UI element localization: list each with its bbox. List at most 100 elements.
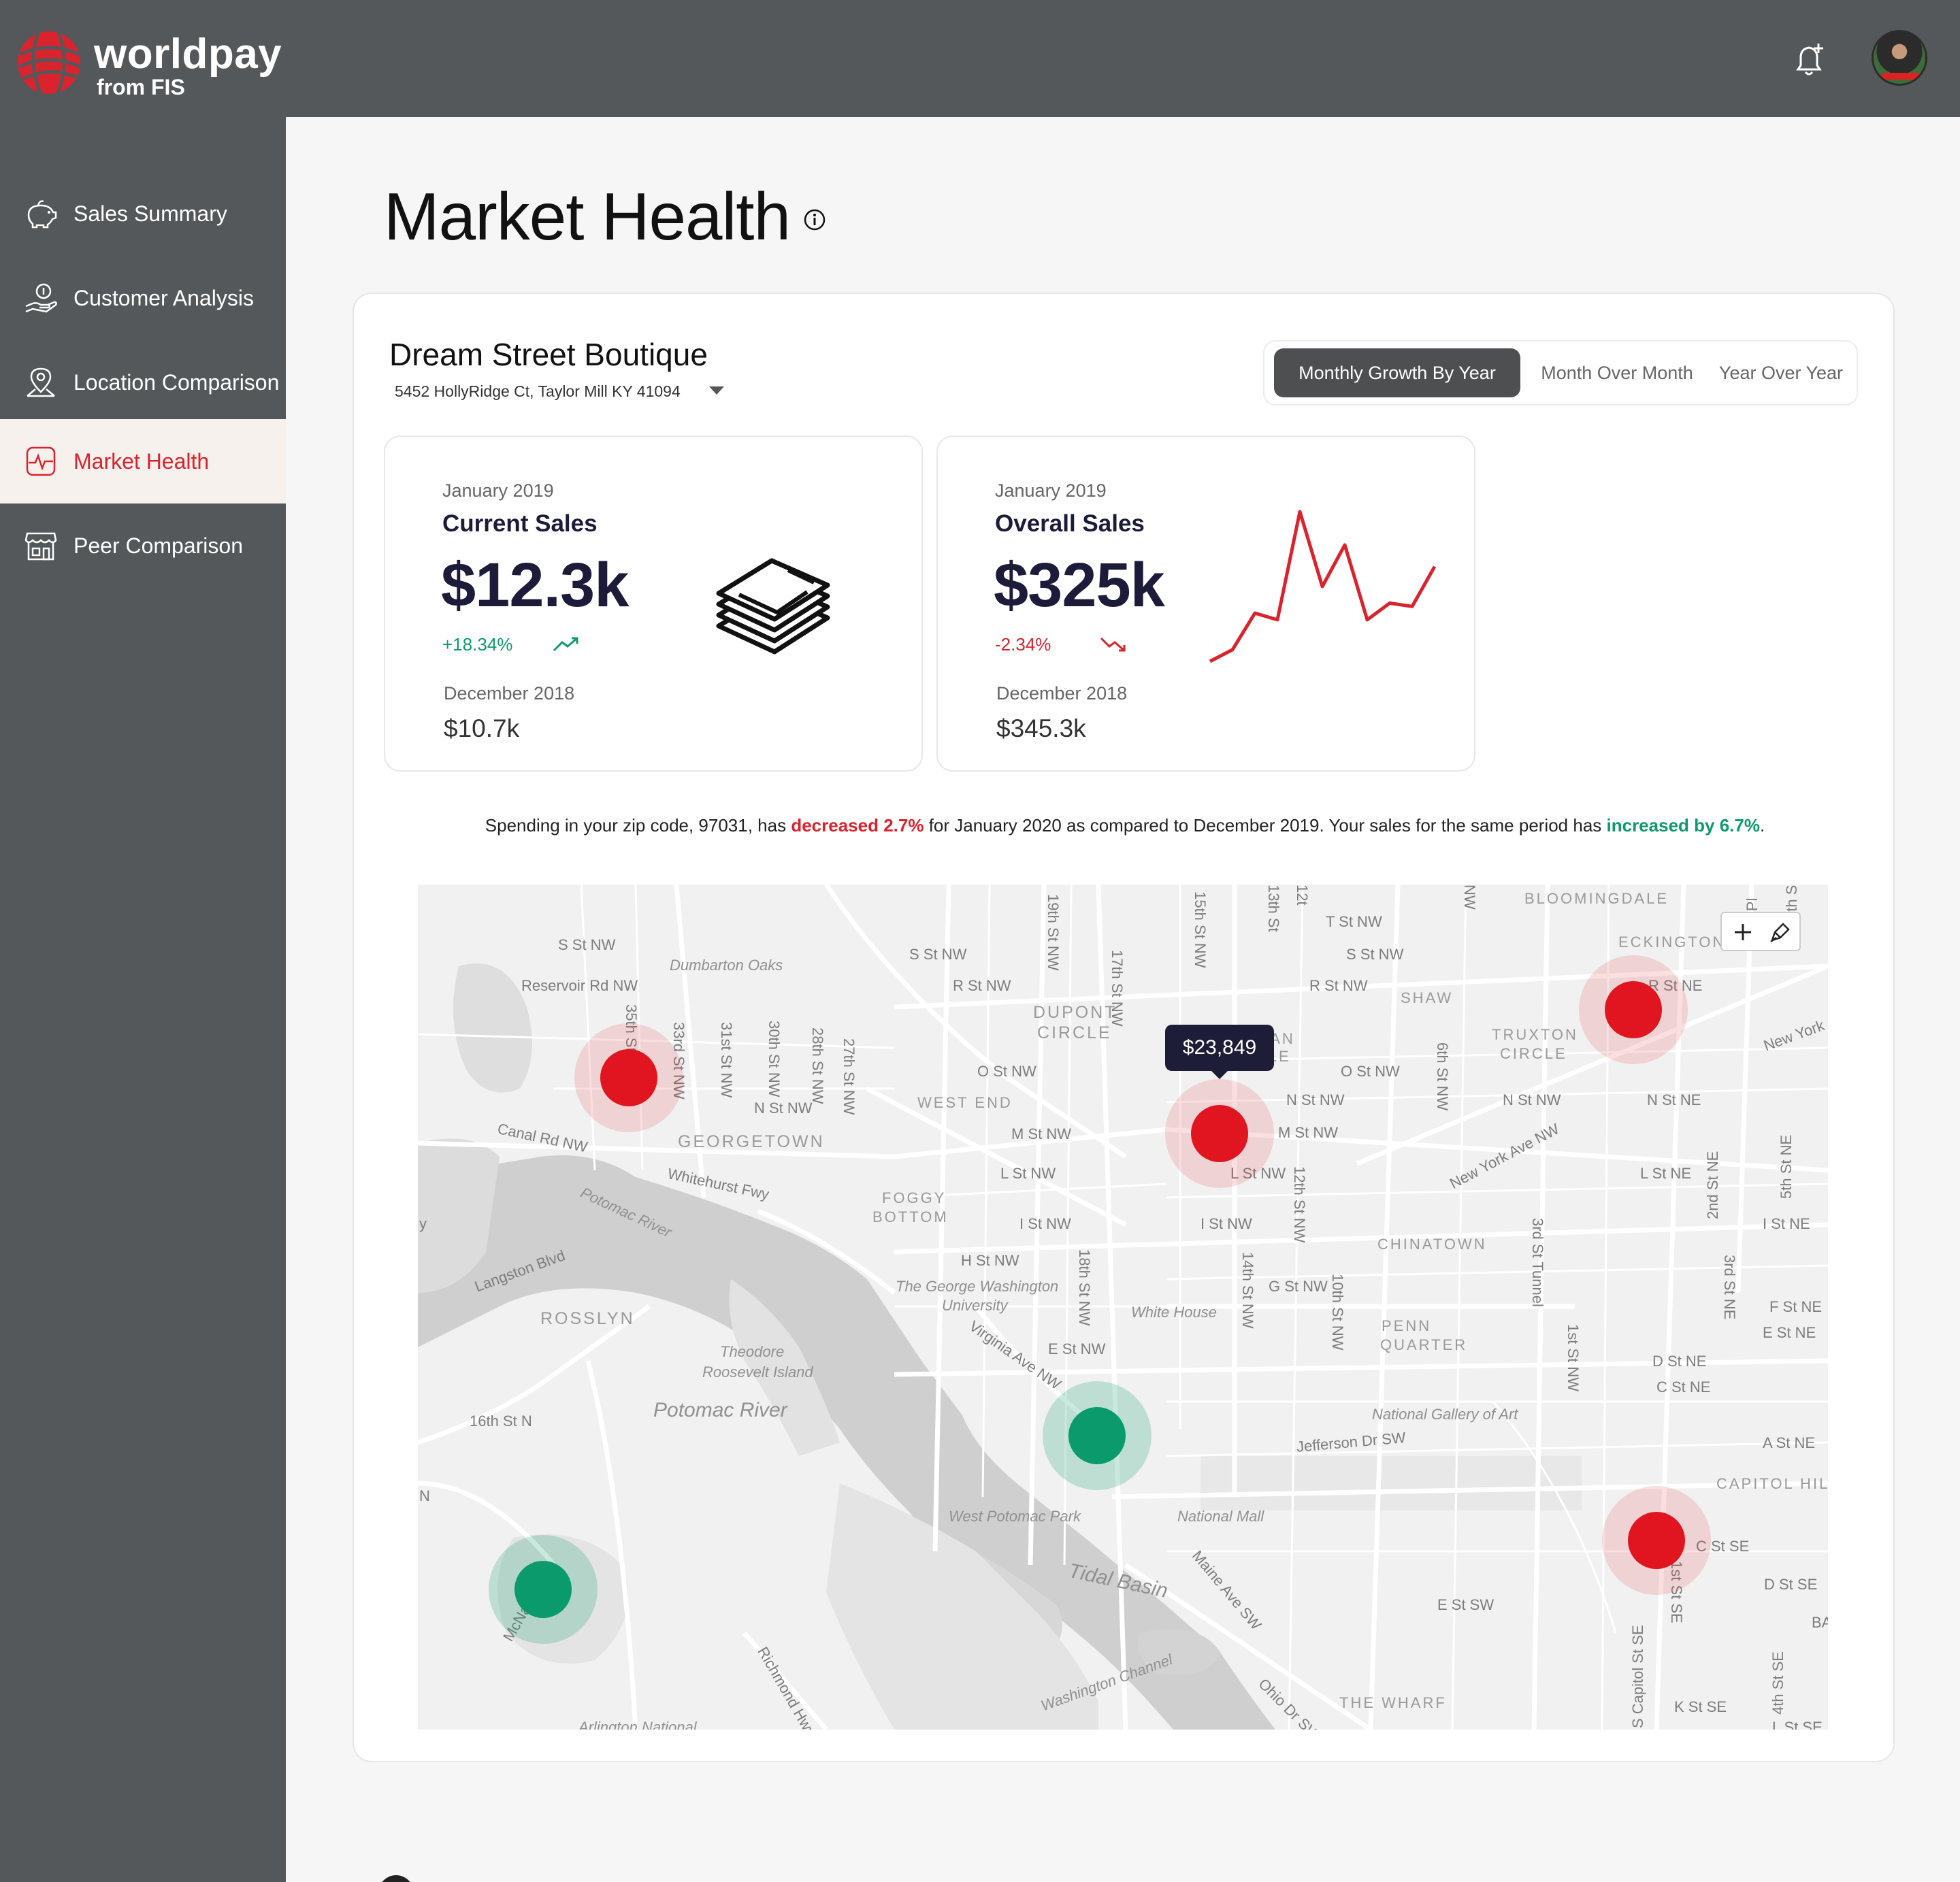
chevron-down-icon[interactable] <box>709 386 724 395</box>
map-label: 31st St NW <box>718 1022 735 1098</box>
store-address-select[interactable]: 5452 HollyRidge Ct, Taylor Mill KY 41094 <box>395 382 681 400</box>
map-label: N <box>419 1487 430 1504</box>
sparkline-series <box>1209 510 1437 663</box>
map-label: E St SW <box>1437 1596 1494 1613</box>
tab-month-over-month[interactable]: Month Over Month <box>1541 363 1693 383</box>
summary-text: Spending in your zip code, 97031, has <box>485 815 791 836</box>
map-label: CIRCLE <box>1500 1045 1567 1062</box>
brand-sub: from FIS <box>97 75 185 99</box>
top-bar: worldpay from FIS <box>0 0 1960 117</box>
info-icon[interactable] <box>803 208 826 231</box>
sidebar-item-customer-analysis[interactable]: Customer Analysis <box>0 256 286 340</box>
map-label: University <box>942 1297 1008 1314</box>
map-label: 15th St NW <box>1192 891 1209 968</box>
marker-tooltip: $23,849 <box>1165 1025 1274 1079</box>
sidebar-item-label: Market Health <box>74 448 210 474</box>
zoom-in-icon[interactable] <box>1725 916 1761 948</box>
map-label: 13th St <box>1265 885 1282 932</box>
map-label: 12t <box>1294 885 1311 906</box>
tab-monthly-growth-by-year[interactable]: Monthly Growth By Year <box>1274 348 1520 397</box>
marker-dot <box>514 1561 572 1618</box>
map-label: CAPITOL HILL <box>1716 1475 1828 1492</box>
trend-up-icon <box>553 637 578 652</box>
map-label: TRUXTON <box>1492 1026 1578 1043</box>
map-base <box>418 885 1828 1730</box>
map-label: 14th St NW <box>1239 1252 1256 1329</box>
market-marker-positive[interactable] <box>1043 1381 1152 1490</box>
map-label: GEORGETOWN <box>678 1132 825 1151</box>
map-label: I St NW <box>1019 1215 1071 1232</box>
market-map[interactable]: S St NW Reservoir Rd NW Dumbarton Oaks 3… <box>418 885 1828 1730</box>
summary-text: . <box>1759 815 1765 836</box>
current-sales-label: Current Sales <box>442 510 598 537</box>
sidebar-item-market-health[interactable]: Market Health <box>0 419 286 503</box>
sidebar-item-label: Sales Summary <box>74 201 227 226</box>
map-label: NW <box>1461 885 1478 910</box>
sidebar-item-label: Customer Analysis <box>74 285 254 310</box>
map-label: BOTTOM <box>872 1208 949 1225</box>
map-label: C St NE <box>1656 1379 1711 1396</box>
map-label: Dumbarton Oaks <box>670 957 783 974</box>
summary-decrease: decreased 2.7% <box>791 815 924 836</box>
tab-year-over-year[interactable]: Year Over Year <box>1718 363 1844 383</box>
marker-dot <box>1068 1407 1126 1464</box>
map-label: 1st St NW <box>1565 1324 1582 1392</box>
sidebar-item-peer-comparison[interactable]: Peer Comparison <box>0 503 286 588</box>
map-pin-icon <box>27 367 55 397</box>
map-label: 6th St NW <box>1434 1042 1451 1111</box>
market-marker-negative[interactable] <box>574 1023 683 1132</box>
map-label: M St NW <box>1278 1124 1338 1141</box>
market-marker-positive[interactable] <box>489 1535 598 1644</box>
sidebar-item-sales-summary[interactable]: Sales Summary <box>0 171 286 256</box>
draw-pen-icon[interactable] <box>1761 916 1798 948</box>
avatar-partial <box>378 1875 414 1882</box>
map-label: White House <box>1131 1304 1217 1321</box>
map-label: 2nd St NE <box>1704 1151 1721 1219</box>
map-label: ROSSLYN <box>540 1309 635 1328</box>
overall-sales-card: January 2019 Overall Sales $325k -2.34% … <box>936 435 1475 772</box>
page-title: Market Health <box>384 179 791 254</box>
map-label: WEST END <box>917 1094 1013 1111</box>
map-label: L St NE <box>1640 1165 1691 1182</box>
current-period: January 2019 <box>442 480 554 501</box>
map-label: 5th St NE <box>1778 1134 1795 1199</box>
map-label: BLOOMINGDALE <box>1524 890 1669 907</box>
map-label: 18th St NW <box>1076 1249 1093 1326</box>
map-label: L St SE <box>1772 1719 1823 1730</box>
map-label: 3rd St NE <box>1721 1255 1738 1320</box>
market-marker-negative[interactable] <box>1602 1486 1711 1595</box>
map-label: E St NW <box>1048 1340 1106 1357</box>
marker-dot <box>1191 1105 1248 1162</box>
map-label: R St NW <box>953 977 1011 994</box>
market-marker-negative-selected[interactable] <box>1165 1079 1274 1188</box>
map-label: West Potomac Park <box>949 1508 1081 1525</box>
current-sales-card: January 2019 Current Sales $12.3k +18.34… <box>384 435 923 772</box>
map-label: DUPONT <box>1033 1003 1117 1022</box>
map-label: FOGGY <box>882 1189 947 1206</box>
previous-period: December 2018 <box>444 683 575 704</box>
map-label: S St NW <box>909 946 967 963</box>
user-avatar[interactable] <box>1872 30 1927 86</box>
map-label: 16th St N <box>470 1413 532 1430</box>
map-label: 12th St NW <box>1291 1166 1308 1243</box>
map-label: SHAW <box>1401 989 1454 1006</box>
market-marker-negative[interactable] <box>1579 955 1688 1064</box>
map-label: O St NW <box>1341 1063 1400 1080</box>
map-label: Roosevelt Island <box>702 1364 813 1381</box>
map-label: CHINATOWN <box>1377 1236 1487 1253</box>
overall-sales-value: $325k <box>994 550 1165 620</box>
map-label: N St NW <box>1503 1091 1561 1108</box>
bell-plus-icon[interactable] <box>1788 39 1829 80</box>
map-label: E St NE <box>1763 1324 1816 1341</box>
store-name: Dream Street Boutique <box>389 337 708 372</box>
sidebar-item-label: Location Comparison <box>74 369 280 395</box>
map-label: O St NW <box>977 1063 1036 1080</box>
previous-sales-value: $10.7k <box>444 714 520 742</box>
map-label: 30th St NW <box>766 1021 783 1097</box>
map-label: R St NW <box>1309 977 1368 994</box>
map-label: 28th St NW <box>809 1027 826 1104</box>
sidebar-item-location-comparison[interactable]: Location Comparison <box>0 340 286 425</box>
worldpay-logo[interactable]: worldpay from FIS <box>14 27 299 102</box>
map-label: Reservoir Rd NW <box>521 977 638 994</box>
map-label: S St NW <box>558 936 616 953</box>
